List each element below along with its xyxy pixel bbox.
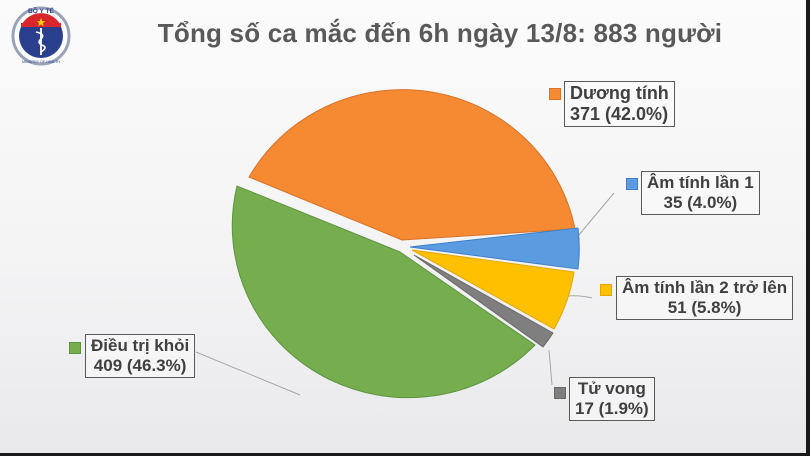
label-tu-vong-value: 17 (1.9%) (575, 399, 649, 418)
swatch-duong-tinh (549, 88, 561, 100)
label-am-tinh-lan-2: Âm tính lần 2 trở lên 51 (5.8%) (616, 276, 794, 320)
label-am-tinh-lan-1-value: 35 (4.0%) (663, 193, 738, 212)
label-tu-vong-name: Tử vong (577, 379, 646, 398)
label-am-tinh-lan-1: Âm tính lần 1 35 (4.0%) (641, 171, 760, 215)
chart-title: Tổng số ca mắc đến 6h ngày 13/8: 883 ngư… (157, 18, 723, 48)
leader-line-am-tinh-2 (566, 295, 593, 299)
logo-top-text: BỘ Y TẾ (28, 5, 54, 15)
slice-am-tinh-lan-1[interactable] (409, 227, 580, 270)
label-am-tinh-lan-2-value: 51 (5.8%) (667, 298, 742, 317)
label-am-tinh-lan-2-name: Âm tính lần 2 trở lên (622, 278, 788, 297)
label-duong-tinh-value: 371 (42.0%) (570, 104, 669, 124)
swatch-dieu-tri-khoi (69, 342, 81, 354)
leader-line-dieu-tri-khoi (195, 351, 301, 396)
swatch-am-tinh-lan-2 (600, 284, 612, 296)
logo-bottom-text: MINISTRY OF HEALTH (22, 60, 60, 64)
slice-am-tinh-lan-2[interactable] (411, 249, 575, 330)
frame-border-bottom (0, 453, 810, 456)
label-dieu-tri-khoi: Điều trị khỏi 409 (46.3%) (85, 334, 196, 378)
leader-line-am-tinh-1 (577, 192, 615, 237)
ministry-of-health-logo: BỘ Y TẾ MINISTRY OF HEALTH (11, 5, 71, 66)
label-am-tinh-lan-1-name: Âm tính lần 1 (647, 173, 754, 192)
swatch-am-tinh-lan-1 (626, 178, 638, 190)
slice-dieu-tri-khoi[interactable] (231, 185, 536, 399)
swatch-tu-vong (554, 387, 566, 399)
slice-duong-tinh[interactable] (248, 89, 576, 241)
label-dieu-tri-khoi-value: 409 (46.3%) (93, 356, 187, 375)
slice-tu-vong[interactable] (413, 254, 554, 348)
label-duong-tinh: Dương tính 371 (42.0%) (564, 81, 675, 127)
label-dieu-tri-khoi-name: Điều trị khỏi (91, 336, 190, 355)
label-duong-tinh-name: Dương tính (570, 83, 669, 103)
label-tu-vong: Tử vong 17 (1.9%) (569, 377, 655, 421)
leader-line-tu-vong (548, 349, 553, 386)
frame-border-right (806, 0, 810, 456)
